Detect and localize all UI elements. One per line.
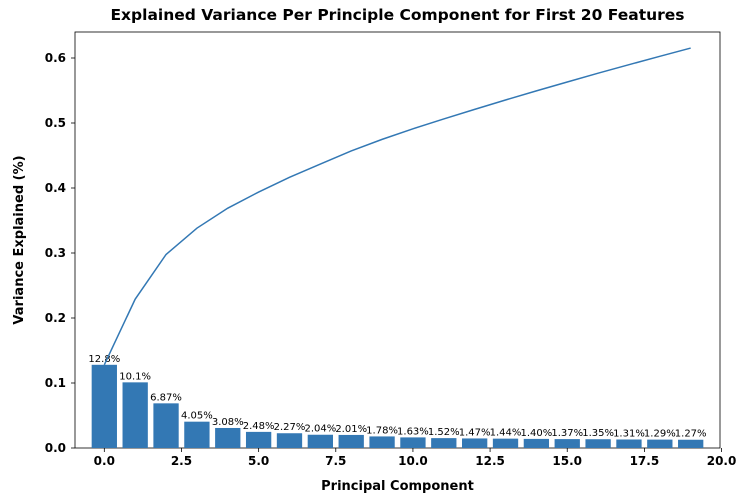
bar — [215, 428, 240, 448]
y-tick-label: 0.2 — [45, 311, 66, 325]
y-tick-label: 0.4 — [45, 181, 66, 195]
bar-value-label: 1.35% — [582, 428, 614, 439]
pca-variance-chart: 0.0 2.5 5.0 7.5 10.0 12.5 15.0 17.5 20.0 0.0 0.1 0.… — [0, 0, 736, 504]
bar — [308, 435, 333, 448]
bar — [184, 422, 209, 448]
bar — [153, 403, 178, 448]
bar-value-label: 1.47% — [459, 427, 491, 438]
y-tick-label: 0.6 — [45, 51, 66, 65]
x-tick-label: 12.5 — [475, 454, 505, 468]
bar-value-label: 1.52% — [428, 427, 460, 438]
x-tick-label: 0.0 — [94, 454, 115, 468]
y-tick-label: 0.5 — [45, 116, 66, 130]
bar-value-label: 10.1% — [119, 371, 151, 382]
bar — [647, 440, 672, 448]
x-tick-label: 5.0 — [248, 454, 269, 468]
bar — [246, 432, 271, 448]
y-axis-label: Variance Explained (%) — [12, 155, 27, 324]
bar-value-label: 2.48% — [243, 421, 275, 432]
bar-value-label: 1.63% — [397, 426, 429, 437]
bar-value-label: 1.27% — [675, 429, 707, 440]
bar — [92, 365, 117, 448]
bar-value-label: 2.27% — [274, 422, 306, 433]
x-tick-label: 10.0 — [398, 454, 428, 468]
x-tick-label: 20.0 — [707, 454, 736, 468]
bar-value-label: 1.31% — [613, 428, 645, 439]
bar — [123, 382, 148, 448]
x-tick-label: 15.0 — [552, 454, 582, 468]
bar — [616, 439, 641, 448]
x-tick-label: 2.5 — [171, 454, 192, 468]
chart-title: Explained Variance Per Principle Compone… — [110, 6, 684, 24]
y-tick-label: 0.0 — [45, 441, 66, 455]
bar — [678, 440, 703, 448]
bar-value-label: 1.40% — [520, 428, 552, 439]
bar — [585, 439, 610, 448]
y-tick-label: 0.1 — [45, 376, 66, 390]
bar-value-label: 2.01% — [335, 424, 367, 435]
bar — [400, 437, 425, 448]
bar-value-label: 2.04% — [304, 424, 336, 435]
bar — [431, 438, 456, 448]
x-axis-label: Principal Component — [321, 479, 474, 494]
bar-value-label: 6.87% — [150, 392, 182, 403]
bar-value-label: 1.44% — [490, 428, 522, 439]
bar — [462, 438, 487, 448]
bar — [339, 435, 364, 448]
bar-value-label: 4.05% — [181, 411, 213, 422]
x-tick-label: 7.5 — [325, 454, 346, 468]
bar-value-label: 3.08% — [212, 417, 244, 428]
bar-value-label: 1.29% — [644, 429, 676, 440]
bar — [369, 436, 394, 448]
bar-value-label: 1.78% — [366, 425, 398, 436]
bar — [555, 439, 580, 448]
x-tick-label: 17.5 — [630, 454, 660, 468]
bar — [493, 439, 518, 448]
y-tick-label: 0.3 — [45, 246, 66, 260]
bar-value-label: 1.37% — [551, 428, 583, 439]
bar — [277, 433, 302, 448]
bar — [524, 439, 549, 448]
